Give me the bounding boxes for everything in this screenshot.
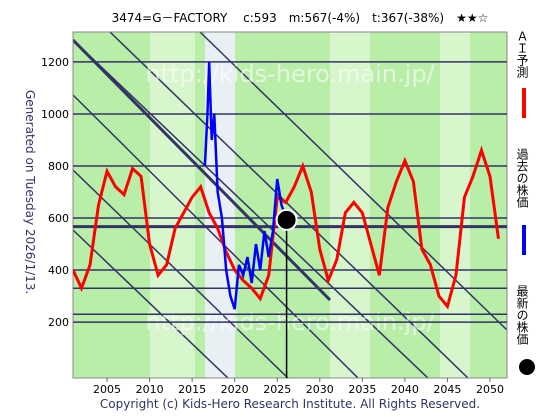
legend-swatch xyxy=(522,88,526,118)
y-tick-label: 600 xyxy=(48,212,69,225)
legend-label: 最新の株価 xyxy=(515,285,529,345)
x-tick-label: 2050 xyxy=(476,383,504,396)
x-tick-label: 2045 xyxy=(433,383,461,396)
latest-point xyxy=(275,208,298,231)
plot-frame xyxy=(72,31,508,379)
series-line xyxy=(203,61,288,310)
legend-swatch xyxy=(522,225,526,255)
x-tick-label: 2010 xyxy=(136,383,164,396)
y-tick-label: 400 xyxy=(48,264,69,277)
legend-label: ＡＩ予測 xyxy=(515,30,529,79)
legend-swatch xyxy=(519,359,535,375)
y-tick-label: 200 xyxy=(48,316,69,329)
watermark: http://kids-hero.main.jp/ xyxy=(145,60,435,88)
x-tick-label: 2005 xyxy=(93,383,121,396)
x-tick-label: 2025 xyxy=(263,383,291,396)
y-tick-label: 1000 xyxy=(41,108,69,121)
x-tick-label: 2035 xyxy=(348,383,376,396)
x-tick-label: 2040 xyxy=(391,383,419,396)
series-line xyxy=(73,145,500,310)
legend-label: 過去の株価 xyxy=(515,148,529,208)
x-tick-label: 2020 xyxy=(221,383,249,396)
copyright: Copyright (c) Kids-Hero Research Institu… xyxy=(100,397,480,411)
x-tick-label: 2030 xyxy=(306,383,334,396)
x-tick-label: 2015 xyxy=(178,383,206,396)
y-tick-label: 800 xyxy=(48,160,69,173)
chart-title: 3474=G－FACTORY c:593 m:567(-4%) t:367(-3… xyxy=(112,11,489,25)
generated-note: Generated on Tuesday 2026/1/13. xyxy=(23,90,37,294)
y-tick-label: 1200 xyxy=(41,56,69,69)
